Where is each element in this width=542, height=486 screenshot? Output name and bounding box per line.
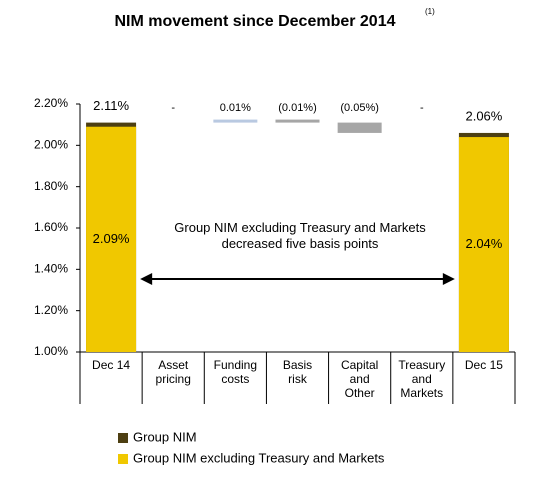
value-label: 2.04% xyxy=(465,236,502,251)
y-tick-label: 1.00% xyxy=(34,344,68,358)
y-tick-label: 1.60% xyxy=(34,220,68,234)
step-bar xyxy=(275,119,320,123)
y-tick-label: 1.80% xyxy=(34,179,68,193)
step-bar xyxy=(337,122,382,133)
legend-swatch xyxy=(118,454,128,464)
step-bar xyxy=(213,119,258,123)
arrow-head xyxy=(140,273,153,285)
step-label: - xyxy=(171,102,175,114)
y-tick-label: 1.20% xyxy=(34,303,68,317)
x-tick-label: Capital and Other xyxy=(340,358,379,400)
arrow-head xyxy=(442,273,455,285)
value-label: 2.09% xyxy=(93,231,130,246)
annotation: Group NIM excluding Treasury and Markets… xyxy=(174,220,426,251)
x-tick-label: Funding costs xyxy=(213,358,258,386)
value-label: 2.11% xyxy=(93,98,129,113)
bar xyxy=(86,126,137,352)
y-tick-label: 2.20% xyxy=(34,96,68,110)
legend-label: Group NIM xyxy=(133,429,197,444)
title-note: (1) xyxy=(425,7,435,16)
legend-swatch xyxy=(118,433,128,443)
step-label: - xyxy=(420,102,424,114)
step-label: (0.01%) xyxy=(278,102,317,114)
x-tick-label: Basis risk xyxy=(282,358,313,386)
step-label: 0.01% xyxy=(220,102,251,114)
x-tick-label: Dec 14 xyxy=(92,358,131,372)
value-label: 2.06% xyxy=(465,108,502,123)
x-tick-label: Treasury and Markets xyxy=(398,358,446,400)
x-tick-label: Dec 15 xyxy=(464,358,503,372)
legend-label: Group NIM excluding Treasury and Markets xyxy=(133,450,385,465)
x-tick-label: Asset pricing xyxy=(155,358,191,386)
chart-title: NIM movement since December 2014 xyxy=(114,13,395,30)
step-label: (0.05%) xyxy=(340,102,379,114)
y-tick-label: 2.00% xyxy=(34,138,68,152)
bar xyxy=(458,137,509,352)
y-tick-label: 1.40% xyxy=(34,262,68,276)
